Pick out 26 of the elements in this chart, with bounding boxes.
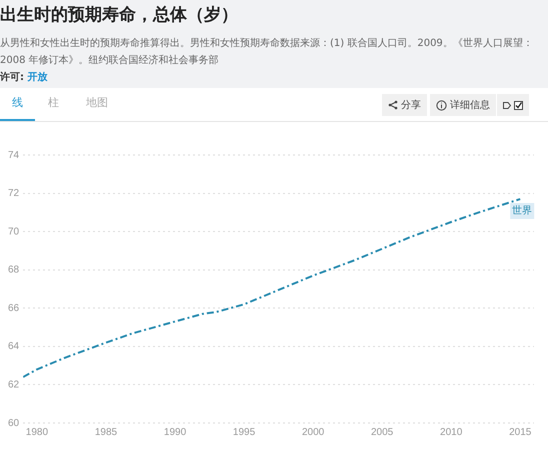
text: 分享 [401, 98, 421, 112]
y-tick-label: 64 [8, 341, 20, 352]
y-tick-label: 70 [8, 226, 20, 238]
text: 详细信息 [450, 98, 490, 112]
x-tick-label: 2005 [370, 426, 394, 438]
x-tick-label: 2010 [440, 426, 463, 438]
x-tick-label: 1995 [232, 426, 256, 438]
x-tick-label: 1985 [94, 426, 118, 438]
y-tick-label: 72 [8, 188, 20, 200]
x-tick-label: 1990 [164, 426, 187, 438]
text: 柱 [48, 95, 59, 110]
y-tick-label: 60 [8, 418, 20, 429]
line-series [23, 198, 522, 378]
y-tick-label: 68 [8, 264, 20, 276]
text: 许可: 开放 [0, 70, 48, 84]
x-tick-label: 2000 [302, 426, 325, 438]
x-tick-label: 1980 [26, 426, 48, 438]
y-tick-label: 66 [8, 302, 20, 314]
text: 线 [12, 95, 23, 110]
y-tick-label: 74 [8, 150, 20, 161]
chart-title: 出生时的预期寿命，总体（岁） [0, 4, 238, 26]
x-tick-label: 2015 [509, 426, 532, 438]
series-label: 世界 [512, 204, 532, 217]
text: 地图 [86, 95, 108, 110]
y-tick-label: 62 [8, 379, 20, 390]
chart-subtitle: 从男性和女性出生时的预期寿命推算得出。男性和女性预期寿命数据来源：(1) 联合国人口司。2009。《世界人口展望：2008 年修订本》。纽约联合国经济和社会事务部 [0, 36, 534, 68]
